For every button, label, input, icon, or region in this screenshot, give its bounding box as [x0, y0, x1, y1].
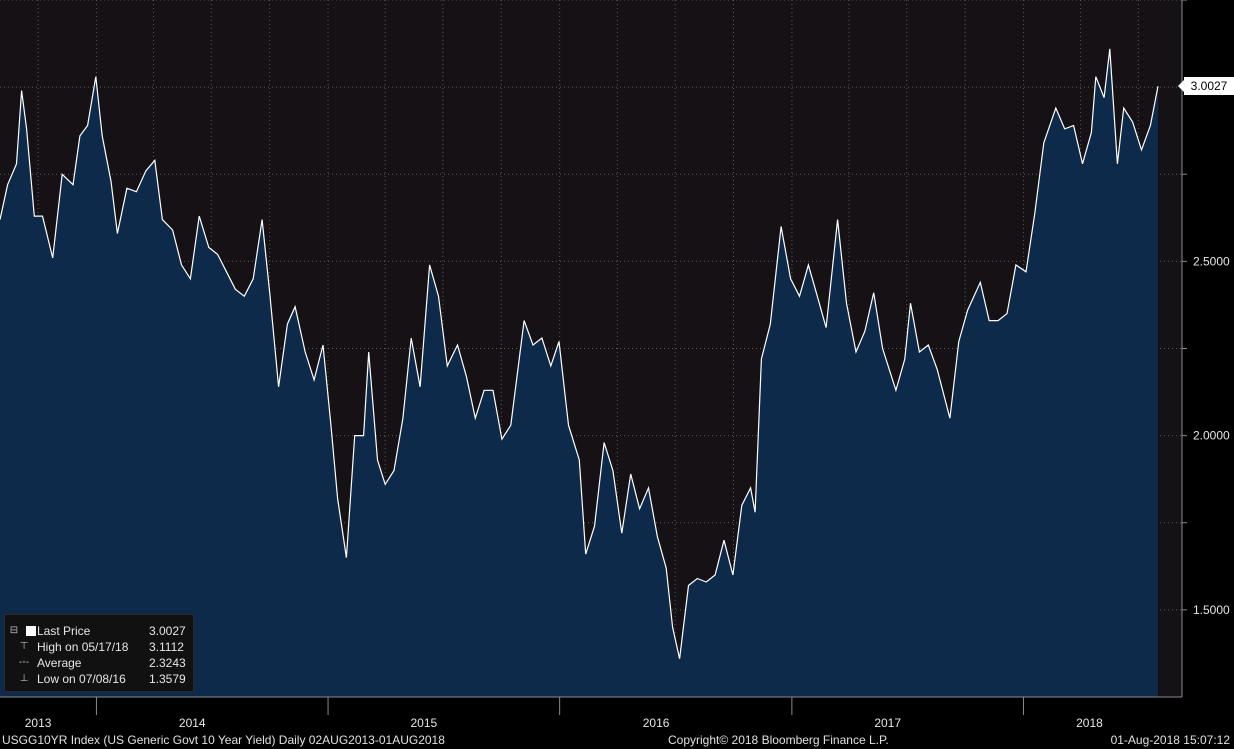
yield-line-series: [0, 48, 1159, 659]
legend-value: 2.3243: [149, 656, 186, 670]
legend-label: Last Price: [37, 624, 91, 638]
last-price-tag: 3.0027: [1178, 77, 1234, 96]
x-axis-year-labels: 2013 2014 2015 2016 2017 2018: [25, 716, 1103, 730]
x-year-label: 2013: [25, 716, 52, 730]
y-axis-ticks: 1.5000 2.0000 2.5000: [1193, 254, 1230, 617]
collapse-icon[interactable]: ⊟: [9, 625, 19, 636]
legend-swatch-last-price: [26, 626, 36, 636]
x-year-label: 2017: [874, 716, 901, 730]
y-tick-label: 1.5000: [1193, 603, 1230, 617]
x-year-label: 2014: [179, 716, 206, 730]
legend-row-high: ⊤ High on 05/17/18 3.1112: [5, 639, 193, 655]
footer-timestamp: 01-Aug-2018 15:07:12: [1110, 733, 1230, 747]
footer-copyright: Copyright© 2018 Bloomberg Finance L.P.: [668, 733, 889, 747]
average-marker-icon: -◦-: [18, 657, 30, 668]
high-marker-icon: ⊤: [19, 641, 29, 652]
y-tick-label: 2.5000: [1193, 254, 1230, 268]
x-year-label: 2015: [411, 716, 438, 730]
yield-area-fill: [0, 48, 1158, 698]
low-marker-icon: ⊥: [19, 673, 29, 684]
footer-bar: USGG10YR Index (US Generic Govt 10 Year …: [0, 731, 1234, 749]
legend: ⊟ Last Price 3.0027 ⊤ High on 05/17/18 3…: [4, 614, 194, 692]
legend-label: Low on 07/08/16: [37, 672, 126, 686]
legend-label: Average: [37, 656, 82, 670]
legend-value: 3.1112: [149, 640, 184, 654]
legend-value: 3.0027: [149, 624, 186, 638]
y-tick-label: 2.0000: [1193, 429, 1230, 443]
legend-row-average: -◦- Average 2.3243: [5, 655, 193, 671]
x-year-label: 2016: [643, 716, 670, 730]
legend-label: High on 05/17/18: [37, 640, 129, 654]
x-year-label: 2018: [1076, 716, 1103, 730]
legend-value: 1.3579: [149, 672, 186, 686]
legend-row-last-price: ⊟ Last Price 3.0027: [5, 623, 193, 639]
footer-security-info: USGG10YR Index (US Generic Govt 10 Year …: [2, 733, 445, 747]
legend-row-low: ⊥ Low on 07/08/16 1.3579: [5, 671, 193, 687]
